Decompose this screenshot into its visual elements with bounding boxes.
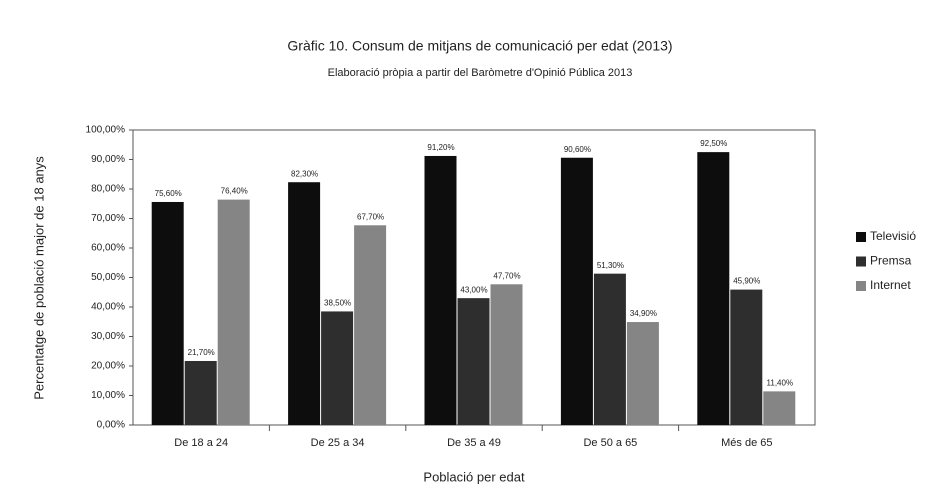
value-label: 21,70%: [188, 348, 215, 357]
y-tick-label: 30,00%: [91, 331, 125, 342]
y-tick-label: 70,00%: [91, 213, 125, 224]
x-tick-label: De 50 a 65: [583, 437, 637, 449]
x-tick-label: Més de 65: [721, 437, 772, 449]
value-label: 75,60%: [155, 189, 182, 198]
value-label: 47,70%: [493, 271, 520, 280]
y-tick-label: 40,00%: [91, 302, 125, 313]
bar: [763, 391, 796, 425]
value-label: 82,30%: [291, 169, 318, 178]
y-tick-label: 100,00%: [86, 125, 126, 136]
x-tick-label: De 35 a 49: [447, 437, 501, 449]
bar: [626, 322, 659, 425]
value-label: 90,60%: [564, 145, 591, 154]
value-label: 51,30%: [597, 261, 624, 270]
legend-swatch: [856, 281, 866, 291]
y-tick-label: 10,00%: [91, 390, 125, 401]
bar: [730, 289, 763, 425]
legend-swatch: [856, 256, 866, 267]
value-label: 76,40%: [221, 187, 248, 196]
bar: [490, 284, 523, 425]
x-tick-label: De 18 a 24: [174, 437, 228, 449]
value-label: 11,40%: [767, 378, 794, 387]
x-tick-label: De 25 a 34: [311, 437, 365, 449]
y-tick-label: 90,00%: [91, 154, 125, 165]
chart-subtitle: Elaboració pròpia a partir del Baròmetre…: [328, 67, 633, 79]
legend-swatch: [856, 232, 866, 242]
bar: [593, 273, 626, 425]
legend-label: Internet: [870, 278, 911, 292]
x-axis-title: Població per edat: [423, 469, 525, 484]
y-tick-label: 60,00%: [91, 243, 125, 254]
bar: [560, 157, 593, 426]
value-label: 67,70%: [357, 212, 384, 221]
bar: [424, 155, 457, 425]
bar: [184, 360, 217, 425]
y-axis-title: Percentatge de població major de 18 anys: [31, 156, 46, 400]
value-label: 38,50%: [324, 299, 351, 308]
y-tick-label: 80,00%: [91, 184, 125, 195]
bar: [151, 201, 184, 425]
bar: [288, 182, 321, 425]
bar: [354, 225, 387, 425]
bar: [321, 311, 354, 425]
chart-title: Gràfic 10. Consum de mitjans de comunica…: [287, 38, 672, 54]
legend-label: Televisió: [870, 229, 916, 243]
value-label: 43,00%: [460, 285, 487, 294]
value-label: 45,90%: [733, 277, 760, 286]
value-label: 34,90%: [630, 309, 657, 318]
bar: [457, 298, 490, 425]
y-tick-label: 50,00%: [91, 272, 125, 283]
y-tick-label: 20,00%: [91, 361, 125, 372]
value-label: 92,50%: [700, 139, 727, 148]
bar: [217, 199, 250, 425]
y-tick-label: 0,00%: [97, 420, 125, 431]
bar: [697, 152, 730, 425]
legend-label: Premsa: [870, 254, 912, 268]
value-label: 91,20%: [427, 143, 454, 152]
